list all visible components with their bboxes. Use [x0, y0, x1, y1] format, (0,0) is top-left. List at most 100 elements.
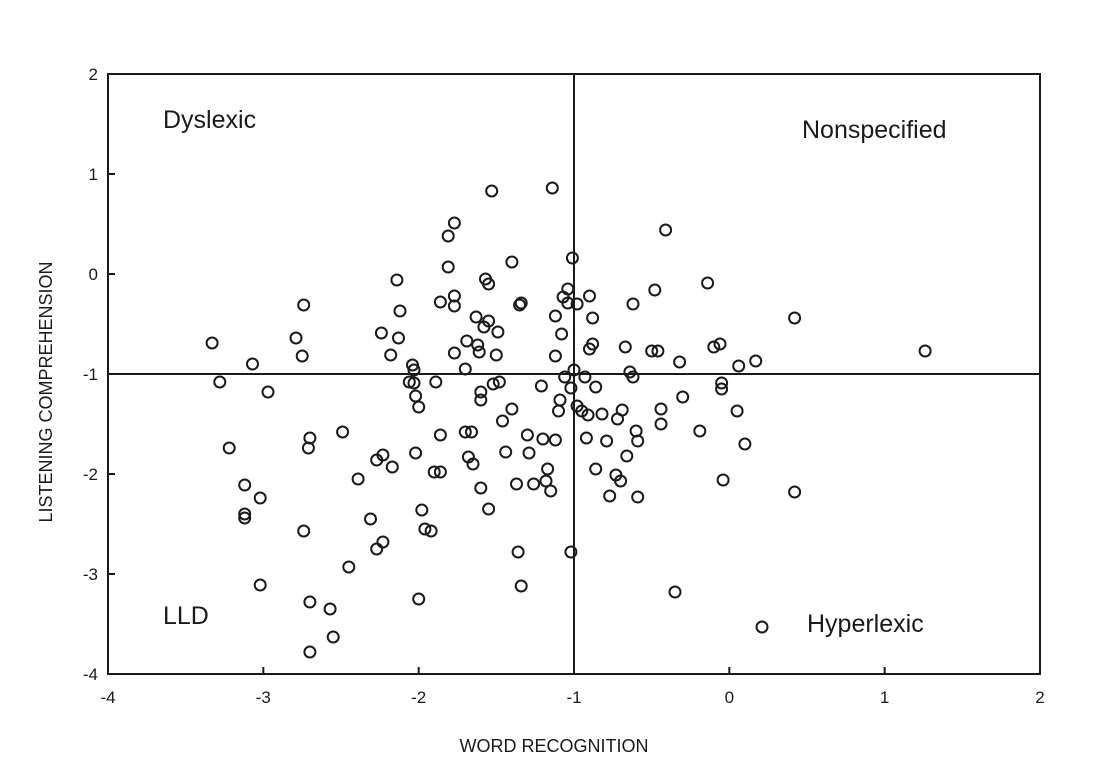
data-point [581, 408, 595, 422]
x-tick-label: 0 [725, 688, 734, 707]
data-point [732, 359, 746, 373]
data-point [409, 446, 423, 460]
data-point [579, 431, 593, 445]
data-point [654, 402, 668, 416]
x-tick-label: 1 [880, 688, 889, 707]
quadrant-label-lld: LLD [163, 602, 209, 630]
y-tick-label: -3 [83, 565, 98, 584]
data-point [673, 355, 687, 369]
data-point [336, 425, 350, 439]
data-point [238, 511, 252, 525]
x-axis-ticks: -4 -3 -2 -1 0 1 2 [100, 667, 1045, 707]
data-point [374, 326, 388, 340]
data-point [390, 273, 404, 287]
data-point [522, 446, 536, 460]
data-point [303, 645, 317, 659]
data-point [499, 445, 513, 459]
legend-marker [755, 620, 769, 634]
data-point [385, 460, 399, 474]
data-point [618, 340, 632, 354]
data-point [465, 425, 478, 439]
data-point [555, 327, 569, 341]
data-point [788, 485, 802, 499]
data-point [253, 491, 267, 505]
data-point [474, 393, 488, 407]
data-point [536, 432, 550, 446]
data-point [415, 503, 429, 517]
y-tick-label: 0 [89, 265, 98, 284]
data-point [441, 260, 455, 274]
data-point [418, 522, 432, 536]
data-point [561, 296, 575, 310]
data-point [407, 376, 421, 390]
data-point [548, 349, 562, 363]
data-point [548, 433, 562, 447]
data-point [253, 578, 267, 592]
data-point [458, 362, 472, 376]
y-tick-label: -4 [83, 665, 98, 684]
data-point [205, 336, 219, 350]
data-point [693, 424, 707, 438]
data-point [586, 311, 600, 325]
data-point [261, 385, 275, 399]
data-point [447, 299, 461, 313]
data-point [393, 304, 407, 318]
data-point [534, 379, 548, 393]
x-axis-title: WORD RECOGNITION [460, 736, 649, 756]
data-point [482, 502, 496, 516]
data-point [570, 297, 584, 311]
data-point [303, 595, 317, 609]
data-point [433, 295, 447, 309]
data-point [472, 345, 486, 359]
data-point [469, 310, 483, 324]
data-point [595, 407, 609, 421]
data-point [514, 579, 528, 593]
data-point [715, 376, 729, 390]
data-point [654, 417, 668, 431]
data-point [474, 481, 488, 495]
data-point [505, 255, 519, 269]
data-point [626, 370, 640, 384]
data-point [586, 337, 600, 351]
data-point [716, 473, 730, 487]
data-point [364, 512, 377, 526]
data-point [222, 441, 236, 455]
data-point [409, 389, 423, 403]
data-point [482, 277, 496, 291]
x-tick-label: -2 [411, 688, 426, 707]
data-point [429, 375, 443, 389]
data-point [301, 441, 315, 455]
data-point [918, 344, 932, 358]
data-point [626, 297, 640, 311]
data-point [558, 370, 572, 384]
data-point [548, 309, 562, 323]
data-point [527, 477, 541, 491]
data-point [659, 223, 673, 237]
x-tick-label: -1 [566, 688, 581, 707]
data-point [614, 474, 628, 488]
data-point [424, 524, 438, 538]
data-point [295, 349, 309, 363]
data-point [505, 402, 519, 416]
data-point [749, 354, 763, 368]
data-point [376, 448, 390, 462]
data-point [589, 380, 603, 394]
y-tick-label: 1 [89, 165, 98, 184]
y-tick-label: -1 [83, 365, 98, 384]
data-point [489, 348, 503, 362]
quadrant-label-dyslexic: Dyslexic [163, 106, 256, 134]
data-point [384, 348, 398, 362]
quadrant-label-nonspecified: Nonspecified [802, 116, 947, 144]
data-point [631, 434, 645, 448]
data-point [648, 283, 662, 297]
data-point [460, 334, 474, 348]
data-point [553, 393, 567, 407]
data-point [564, 381, 578, 395]
data-point [539, 474, 553, 488]
data-point [715, 382, 729, 396]
data-point [441, 229, 455, 243]
y-tick-label: -2 [83, 465, 98, 484]
data-point [427, 465, 441, 479]
data-point [514, 296, 528, 310]
